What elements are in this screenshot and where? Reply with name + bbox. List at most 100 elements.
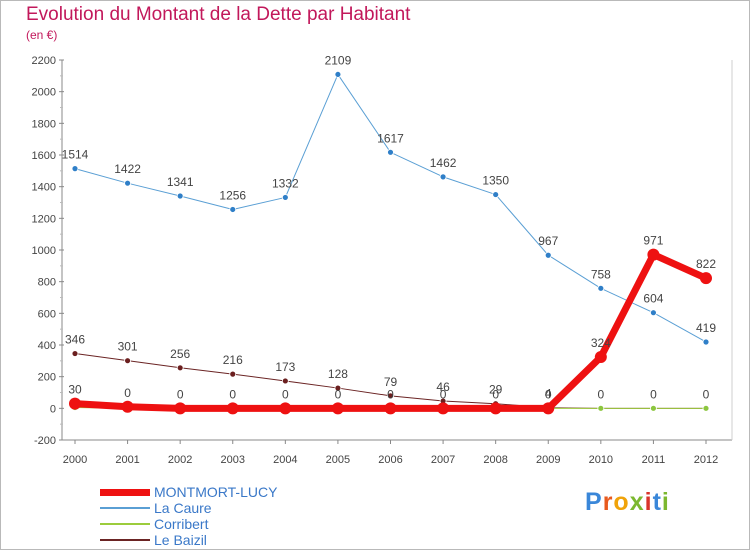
data-label: 1256 bbox=[219, 188, 246, 202]
x-tick-label: 2007 bbox=[431, 454, 455, 466]
data-point bbox=[544, 251, 552, 259]
chart-legend: MONTMORT-LUCY La Caure Corribert Le Baizil bbox=[100, 484, 350, 548]
x-tick-label: 2008 bbox=[483, 454, 507, 466]
y-tick-label: 800 bbox=[38, 277, 56, 289]
data-label: 0 bbox=[387, 387, 394, 401]
x-tick-label: 2004 bbox=[273, 454, 297, 466]
data-point bbox=[650, 404, 657, 412]
data-point bbox=[229, 370, 237, 378]
data-point bbox=[650, 309, 657, 317]
data-label: 971 bbox=[643, 234, 663, 248]
data-point bbox=[281, 377, 289, 385]
data-label: 173 bbox=[275, 360, 295, 374]
y-tick-label: 1800 bbox=[32, 118, 56, 130]
y-tick-label: 2200 bbox=[32, 55, 56, 67]
data-label: 604 bbox=[643, 292, 663, 306]
chart-subtitle: (en €) bbox=[26, 28, 58, 42]
data-label: 46 bbox=[436, 380, 450, 394]
y-tick-label: 200 bbox=[38, 372, 56, 384]
data-label: 79 bbox=[384, 375, 398, 389]
data-point bbox=[124, 179, 131, 187]
logo-letter: r bbox=[602, 488, 614, 516]
legend-swatch bbox=[100, 489, 150, 496]
data-point bbox=[334, 384, 342, 392]
data-point bbox=[597, 404, 605, 412]
y-tick-label: 0 bbox=[50, 403, 56, 415]
data-point bbox=[71, 165, 79, 173]
series-line bbox=[74, 73, 707, 343]
chart-axes: -200020040060080010001200140016001800200… bbox=[32, 55, 733, 466]
data-label: 419 bbox=[696, 321, 716, 335]
data-label: 1422 bbox=[114, 162, 141, 176]
data-point bbox=[387, 392, 394, 400]
data-label: 0 bbox=[650, 387, 657, 401]
data-label: 1341 bbox=[167, 175, 194, 189]
legend-swatch bbox=[100, 539, 150, 541]
data-label: 1514 bbox=[62, 148, 89, 162]
x-tick-label: 2006 bbox=[378, 454, 402, 466]
logo-letter: x bbox=[629, 488, 645, 516]
x-tick-label: 2002 bbox=[168, 454, 192, 466]
logo-letter: P bbox=[585, 488, 603, 516]
data-point bbox=[331, 402, 344, 415]
chart-title: Evolution du Montant de la Dette par Hab… bbox=[26, 4, 411, 25]
data-point bbox=[176, 192, 184, 200]
legend-item: Corribert bbox=[100, 516, 350, 532]
data-point bbox=[121, 400, 134, 413]
data-point bbox=[439, 173, 447, 181]
data-point bbox=[702, 338, 710, 346]
brand-logo: Proxiti bbox=[585, 488, 670, 517]
data-point bbox=[387, 148, 394, 156]
x-tick-label: 2009 bbox=[536, 454, 560, 466]
logo-letter: o bbox=[613, 488, 630, 516]
data-label: 128 bbox=[328, 367, 348, 381]
data-point bbox=[492, 191, 500, 198]
data-point bbox=[594, 351, 607, 364]
data-label: 758 bbox=[591, 267, 611, 281]
data-label: 256 bbox=[170, 347, 190, 361]
y-tick-label: 400 bbox=[38, 340, 56, 352]
data-point bbox=[279, 402, 292, 415]
y-tick-label: 1600 bbox=[32, 150, 56, 162]
data-point bbox=[229, 206, 237, 213]
data-label: 0 bbox=[177, 387, 184, 401]
legend-swatch bbox=[100, 523, 150, 525]
data-label: 0 bbox=[440, 387, 447, 401]
chart-data-labels: 1514 1422 1341 1256 1332 2109 1617 1462 1350 967 7… bbox=[62, 53, 717, 401]
data-point bbox=[702, 404, 710, 412]
data-label: 1462 bbox=[430, 156, 457, 170]
logo-letter: i bbox=[644, 488, 653, 516]
x-tick-label: 2012 bbox=[694, 454, 718, 466]
data-point bbox=[384, 402, 397, 415]
data-label: 0 bbox=[229, 387, 236, 401]
data-point bbox=[176, 364, 184, 372]
data-label: 0 bbox=[124, 386, 131, 400]
data-point bbox=[124, 357, 131, 365]
data-label: 0 bbox=[597, 387, 604, 401]
data-label: 29 bbox=[489, 383, 503, 397]
logo-letter: i bbox=[661, 488, 670, 516]
x-tick-label: 2010 bbox=[589, 454, 613, 466]
legend-label: Corribert bbox=[154, 516, 209, 532]
legend-label: Le Baizil bbox=[154, 532, 207, 548]
legend-swatch bbox=[100, 507, 150, 509]
data-label: 324 bbox=[591, 336, 611, 350]
data-label: 301 bbox=[118, 340, 138, 354]
data-point bbox=[489, 402, 502, 415]
x-tick-label: 2000 bbox=[63, 454, 87, 466]
data-point bbox=[174, 402, 187, 415]
logo-letter: t bbox=[652, 488, 662, 516]
y-tick-label: 1200 bbox=[32, 213, 56, 225]
y-tick-label: 1400 bbox=[32, 182, 56, 194]
data-point bbox=[437, 402, 450, 415]
data-point bbox=[647, 248, 660, 261]
legend-item: MONTMORT-LUCY bbox=[100, 484, 350, 500]
data-point bbox=[69, 397, 81, 410]
data-point bbox=[542, 402, 555, 415]
x-tick-label: 2001 bbox=[115, 454, 139, 466]
data-point bbox=[597, 284, 605, 292]
data-label: 1350 bbox=[482, 174, 509, 188]
data-label: 30 bbox=[68, 383, 82, 397]
